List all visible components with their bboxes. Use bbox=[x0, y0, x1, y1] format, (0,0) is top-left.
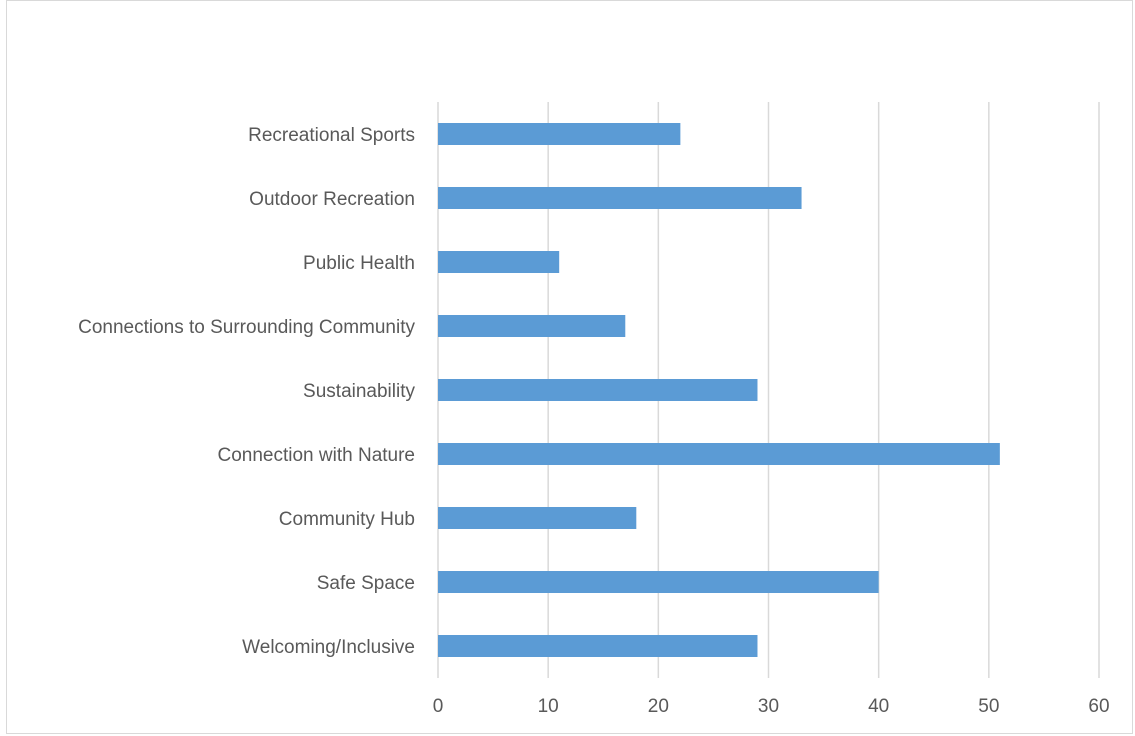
chart-frame bbox=[6, 0, 1133, 734]
bars bbox=[438, 123, 1000, 657]
x-tick-label: 40 bbox=[868, 696, 889, 717]
category-label: Outdoor Recreation bbox=[249, 189, 415, 210]
category-label: Connections to Surrounding Community bbox=[78, 317, 415, 338]
bar bbox=[438, 187, 802, 209]
category-label: Safe Space bbox=[317, 573, 415, 594]
x-tick-label: 0 bbox=[433, 696, 444, 717]
x-axis-tick-labels: 0 10 20 30 40 50 60 bbox=[433, 696, 1110, 717]
x-tick-label: 20 bbox=[648, 696, 669, 717]
bar bbox=[438, 251, 560, 273]
x-tick-label: 10 bbox=[538, 696, 559, 717]
category-labels: Recreational Sports Outdoor Recreation Pub… bbox=[78, 125, 415, 658]
bar bbox=[438, 443, 1000, 465]
bar bbox=[438, 315, 626, 337]
bar bbox=[438, 379, 758, 401]
category-label: Sustainability bbox=[303, 381, 415, 402]
x-tick-label: 50 bbox=[978, 696, 999, 717]
category-label: Community Hub bbox=[279, 509, 415, 530]
bar bbox=[438, 571, 879, 593]
bar bbox=[438, 507, 637, 529]
category-label: Recreational Sports bbox=[248, 125, 415, 146]
x-tick-label: 60 bbox=[1088, 696, 1109, 717]
category-label: Public Health bbox=[303, 253, 415, 274]
bar bbox=[438, 123, 681, 145]
category-label: Connection with Nature bbox=[218, 445, 416, 466]
x-tick-label: 30 bbox=[758, 696, 779, 717]
bar bbox=[438, 635, 758, 657]
category-label: Welcoming/Inclusive bbox=[242, 637, 415, 658]
